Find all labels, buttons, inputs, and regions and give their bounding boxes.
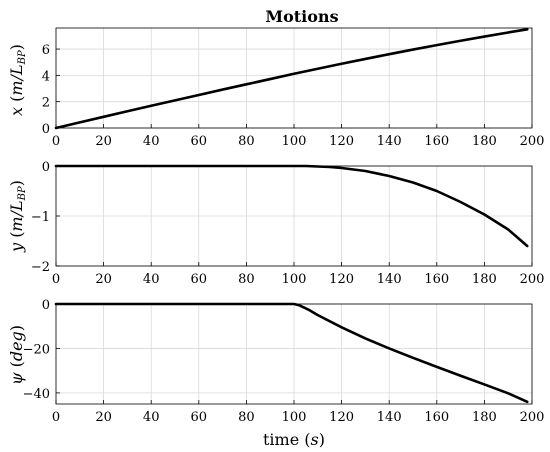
x-tick-label: 80 <box>238 134 255 149</box>
series-line <box>54 302 529 404</box>
x-position-axis-label: x (m/LBP) <box>7 44 28 116</box>
series-line <box>54 28 529 130</box>
x-tick-label: 100 <box>282 410 307 425</box>
x-tick-label: 180 <box>472 410 497 425</box>
x-tick-label: 160 <box>424 134 449 149</box>
x-tick-label: 40 <box>143 410 160 425</box>
y-tick-label: 2 <box>42 96 50 111</box>
series-line <box>54 164 529 248</box>
svg-text:x (m/LBP): x (m/LBP) <box>7 44 28 116</box>
x-tick-label: 100 <box>282 272 307 287</box>
x-tick-label: 0 <box>52 272 60 287</box>
x-tick-label: 40 <box>143 272 160 287</box>
heading-angle-panel: 0 20 40 60 80 100 120 140 160 180 200 0 −20 −40 <box>23 298 545 425</box>
x-tick-label: 160 <box>424 272 449 287</box>
x-tick-label: 200 <box>520 134 545 149</box>
svg-text:y (m/LBP): y (m/LBP) <box>7 180 28 253</box>
x-tick-label: 200 <box>520 410 545 425</box>
y-tick-label: 6 <box>42 43 50 58</box>
x-tick-label: 60 <box>191 272 208 287</box>
y-tick-label: −1 <box>31 210 50 225</box>
x-tick-label: 20 <box>95 272 112 287</box>
x-tick-label: 140 <box>377 272 402 287</box>
x-tick-label: 160 <box>424 410 449 425</box>
chart-title: Motions <box>265 7 338 26</box>
x-tick-label: 120 <box>329 272 354 287</box>
x-tick-label: 60 <box>191 134 208 149</box>
x-tick-label: 80 <box>238 410 255 425</box>
x-tick-label: 120 <box>329 134 354 149</box>
x-tick-label: 20 <box>95 134 112 149</box>
x-tick-label: 0 <box>52 134 60 149</box>
x-tick-label: 200 <box>520 272 545 287</box>
x-tick-label: 140 <box>377 410 402 425</box>
y-tick-label: −20 <box>23 342 50 357</box>
x-tick-label: 60 <box>191 410 208 425</box>
x-tick-label: 20 <box>95 410 112 425</box>
x-tick-label: 40 <box>143 134 160 149</box>
x-tick-label: 180 <box>472 134 497 149</box>
y-tick-label: 0 <box>42 160 50 175</box>
y-tick-label: −40 <box>23 387 50 402</box>
x-tick-label: 80 <box>238 272 255 287</box>
svg-text:ψ (deg): ψ (deg) <box>7 325 26 385</box>
heading-angle-axis-label: ψ (deg) <box>7 325 26 385</box>
y-tick-label: 0 <box>42 122 50 137</box>
x-tick-label: 0 <box>52 410 60 425</box>
y-position-panel: 0 20 40 60 80 100 120 140 160 180 200 0 −1 −2 <box>31 160 545 287</box>
y-tick-label: −2 <box>31 260 50 275</box>
x-tick-label: 140 <box>377 134 402 149</box>
x-tick-label: 180 <box>472 272 497 287</box>
y-position-axis-label: y (m/LBP) <box>7 180 28 253</box>
x-tick-label: 100 <box>282 134 307 149</box>
y-tick-label: 4 <box>42 69 50 84</box>
x-tick-label: 120 <box>329 410 354 425</box>
time-axis-label: time (s) <box>263 430 325 449</box>
x-position-panel: 0 20 40 60 80 100 120 140 160 180 200 0 2 4 6 <box>42 27 545 149</box>
y-tick-label: 0 <box>42 298 50 313</box>
